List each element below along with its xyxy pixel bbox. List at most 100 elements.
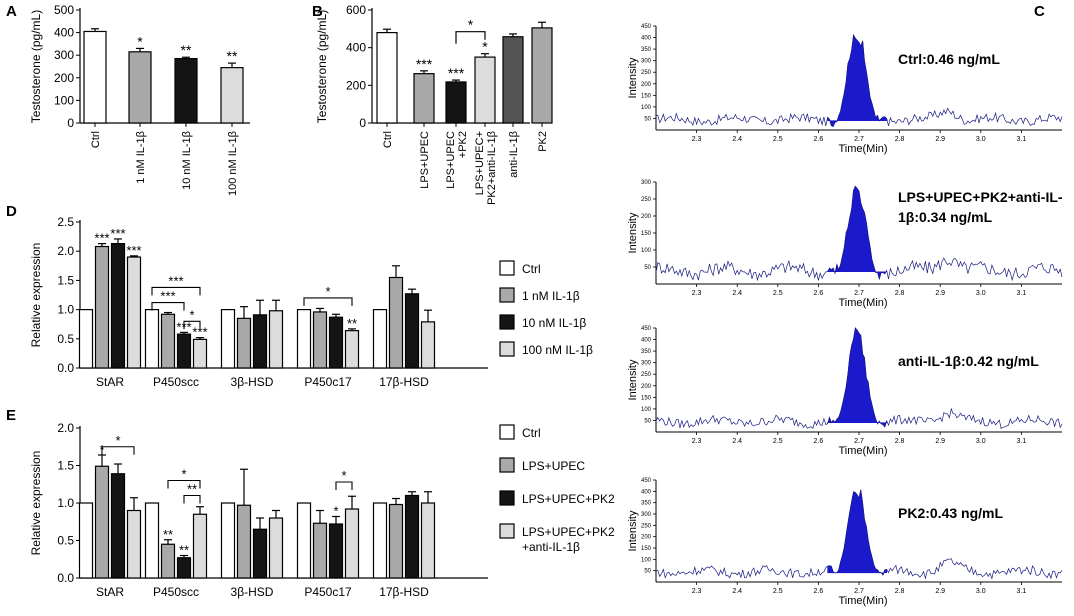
bracket-label: *	[341, 468, 346, 483]
y-axis-label: Intensity	[627, 510, 639, 551]
y-tick-label: 0.0	[57, 571, 74, 585]
significance-bracket	[151, 302, 185, 311]
legend-label: Ctrl	[522, 426, 541, 440]
significance-label: *	[137, 33, 143, 49]
bar	[420, 321, 436, 369]
x-tick-label: 2.5	[773, 290, 783, 297]
legend-swatch	[499, 523, 515, 539]
x-tick-label: 2.4	[732, 136, 742, 143]
bar	[474, 56, 496, 124]
text-line: LPS+UPEC	[522, 459, 585, 473]
bar	[388, 503, 404, 579]
bracket-label: ***	[160, 289, 175, 304]
y-tick-label: 150	[641, 231, 652, 237]
bar	[126, 256, 142, 369]
bar	[328, 523, 344, 579]
bar	[220, 67, 244, 124]
y-tick-label: 200	[54, 71, 74, 85]
bracket-label: ***	[168, 273, 183, 288]
category-label: P450scc	[153, 585, 199, 599]
significance-label: *	[333, 504, 338, 519]
concentration-label: anti-IL-1β:0.42 ng/mL	[898, 353, 1039, 369]
bar	[126, 509, 142, 579]
x-tick-label: 2.3	[692, 588, 702, 595]
bar	[160, 313, 176, 369]
y-tick-label: 300	[54, 48, 74, 62]
y-tick-label: 350	[641, 349, 652, 355]
y-tick-label: 400	[641, 338, 652, 344]
bar	[220, 309, 236, 369]
bar	[445, 81, 467, 124]
significance-label: ***	[416, 56, 433, 72]
x-tick-label: 2.6	[814, 588, 824, 595]
bar	[328, 316, 344, 369]
x-tick-label: 2.7	[854, 136, 864, 143]
bar	[83, 30, 107, 124]
x-axis-label: Time(Min)	[838, 297, 887, 309]
x-tick-label: 2.6	[814, 136, 824, 143]
bar	[372, 502, 388, 579]
x-tick-label: 2.3	[692, 136, 702, 143]
bracket-label: **	[187, 482, 197, 497]
panel-e: E 0.0 0.5 1.0 1.5 2.0 Relative expression * StAR…	[6, 407, 615, 599]
x-tick-label: 2.5	[773, 438, 783, 445]
x-tick-label: 2.8	[895, 136, 905, 143]
x-axis-label: Time(Min)	[838, 143, 887, 155]
y-tick-label: 250	[641, 70, 652, 76]
legend-swatch	[499, 424, 515, 440]
bar	[78, 502, 94, 579]
legend-swatch	[499, 457, 515, 473]
significance-label: ***	[448, 65, 465, 81]
chromatogram-trace	[655, 185, 1063, 282]
category-label: Ctrl	[90, 131, 102, 148]
bar	[376, 31, 398, 124]
bar	[78, 309, 94, 369]
x-tick-label: 2.6	[814, 438, 824, 445]
significance-label: **	[227, 48, 238, 64]
y-tick-label: 2.0	[57, 244, 74, 258]
y-tick-label: 100	[54, 93, 74, 107]
category-label: 17β-HSD	[379, 375, 429, 389]
x-tick-label: 2.9	[935, 438, 945, 445]
y-tick-label: 200	[641, 535, 652, 541]
peak-area	[827, 34, 888, 127]
significance-label: **	[163, 527, 173, 542]
chromatogram: 50 100 150 200 250 300 350 400 450 2.3 2.4 2.5 2.6 2.…	[627, 478, 1063, 607]
concentration-label: PK2:0.43 ng/mL	[898, 505, 1003, 521]
significance-bracket	[303, 297, 353, 306]
y-tick-label: 100	[641, 557, 652, 563]
x-tick-label: 3.1	[1017, 438, 1027, 445]
y-tick-label: 0.0	[57, 361, 74, 375]
text-line: 1 nM IL-1β	[135, 131, 147, 184]
bar	[174, 57, 198, 124]
y-tick-label: 200	[641, 384, 652, 390]
bar	[94, 465, 110, 579]
bar	[236, 504, 252, 579]
x-tick-label: 3.1	[1017, 588, 1027, 595]
y-tick-label: 0	[359, 116, 366, 130]
x-tick-label: 2.4	[732, 438, 742, 445]
peak-area	[827, 327, 887, 428]
x-tick-label: 3.0	[976, 438, 986, 445]
y-tick-label: 2.5	[57, 215, 74, 229]
y-tick-label: 300	[641, 361, 652, 367]
bracket-label: *	[325, 284, 330, 299]
bar	[144, 309, 160, 369]
y-tick-label: 300	[641, 180, 652, 186]
y-tick-label: 500	[54, 3, 74, 17]
bar	[192, 513, 208, 579]
y-tick-label: 250	[641, 197, 652, 203]
y-axis-label: Testosterone (pg/mL)	[29, 10, 43, 123]
y-tick-label: 450	[641, 326, 652, 332]
y-axis-label: Relative expression	[29, 451, 43, 556]
y-tick-label: 350	[641, 501, 652, 507]
x-tick-label: 3.1	[1017, 136, 1027, 143]
bar	[413, 73, 435, 124]
x-tick-label: 3.1	[1017, 290, 1027, 297]
bar	[531, 27, 553, 124]
legend-label: 100 nM IL-1β	[522, 343, 593, 357]
significance-bracket	[455, 31, 486, 44]
bar	[344, 330, 360, 369]
x-tick-label: 2.7	[854, 438, 864, 445]
text-line: +anti-IL-1β	[522, 540, 580, 554]
